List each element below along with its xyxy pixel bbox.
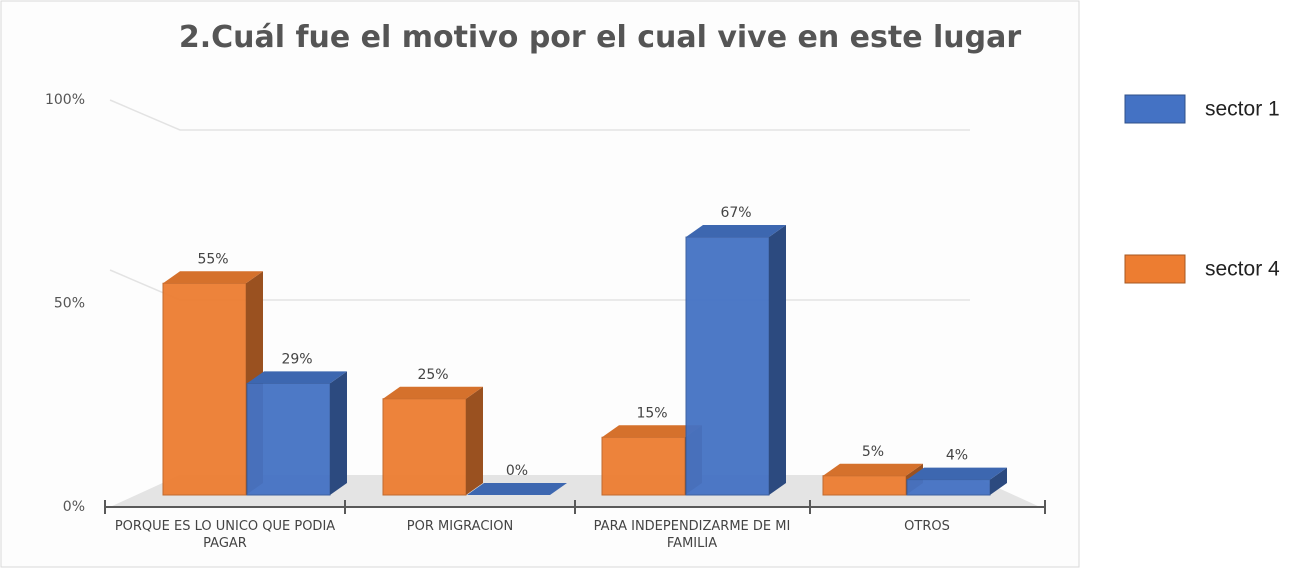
y-tick-label: 50% <box>54 296 85 312</box>
data-label: 67% <box>720 205 751 221</box>
bar <box>246 382 331 496</box>
bar <box>601 436 686 496</box>
bar <box>382 398 467 496</box>
bar-top <box>247 371 347 384</box>
bar <box>822 475 907 496</box>
data-label: 55% <box>197 251 228 267</box>
bar-side <box>330 371 347 495</box>
bar-top <box>467 483 567 495</box>
data-label: 5% <box>862 444 884 460</box>
bar-top <box>163 271 263 284</box>
legend-swatch <box>1124 94 1186 124</box>
x-tick-label: PORQUE ES LO UNICO QUE PODIA PAGAR <box>114 519 336 551</box>
bar-side <box>769 225 786 496</box>
data-label: 0% <box>506 463 528 479</box>
bar-side <box>990 467 1007 495</box>
bar <box>906 479 991 496</box>
data-label: 25% <box>417 367 448 383</box>
bar-top <box>383 386 483 399</box>
bar <box>685 236 770 496</box>
data-label: 15% <box>636 405 667 421</box>
legend-swatch <box>1124 254 1186 284</box>
y-tick-label: 100% <box>45 92 85 108</box>
bar <box>162 282 247 496</box>
legend-label: sector 4 <box>1205 258 1280 281</box>
legend-label: sector 1 <box>1205 98 1280 121</box>
x-tick-label: POR MIGRACION <box>406 519 514 534</box>
x-tick-label: PARA INDEPENDIZARME DE MI FAMILIA <box>593 519 791 551</box>
grid-line <box>109 99 970 131</box>
chart-title: 2.Cuál fue el motivo por el cual vive en… <box>178 20 1022 55</box>
x-tick-label: OTROS <box>904 519 950 534</box>
bar-side <box>466 386 483 495</box>
bar-top <box>686 225 786 238</box>
data-label: 4% <box>946 448 968 464</box>
bar-top <box>823 463 923 476</box>
data-label: 29% <box>281 351 312 367</box>
y-tick-label: 0% <box>63 499 85 515</box>
bar-top <box>602 425 702 438</box>
bar-top <box>907 467 1007 480</box>
